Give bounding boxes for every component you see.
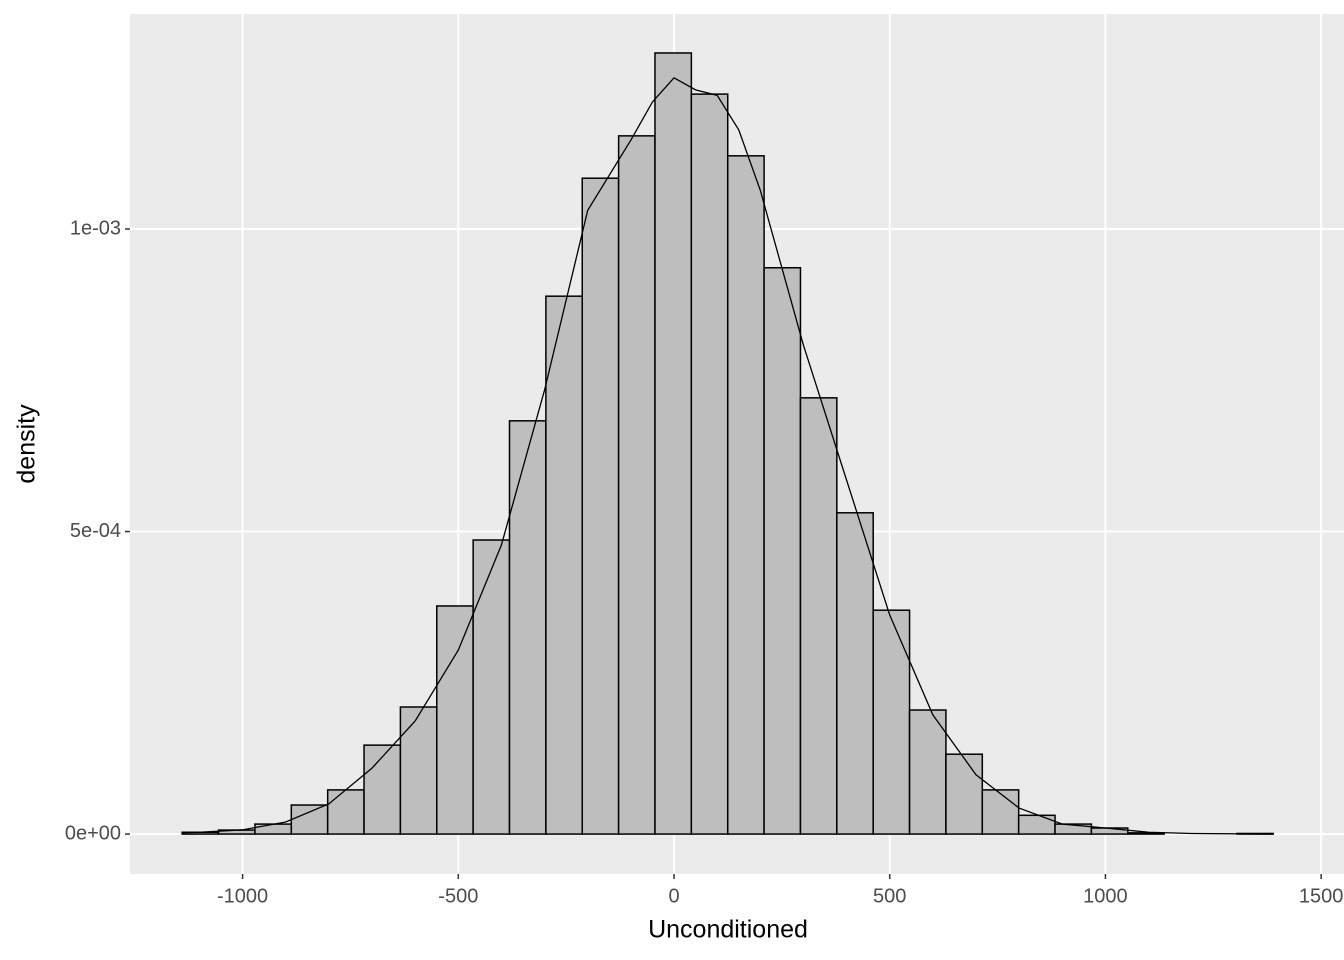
bar: [508, 420, 547, 835]
bar: [945, 753, 984, 835]
bar: [1017, 814, 1056, 835]
bar: [726, 155, 765, 835]
x-tick-label: 1000: [1083, 885, 1128, 907]
bar: [581, 177, 620, 835]
bar: [836, 512, 874, 835]
bar: [472, 539, 511, 835]
x-tick-label: 0: [668, 885, 679, 907]
bar: [617, 135, 656, 835]
bar: [290, 804, 329, 835]
bar: [326, 789, 365, 835]
y-axis-title: density: [13, 404, 41, 484]
y-tick-label: 1e-03: [70, 217, 121, 239]
bar: [981, 789, 1020, 835]
bar: [254, 823, 293, 835]
bar: [908, 709, 947, 835]
x-tick-label: 1500: [1299, 885, 1344, 907]
x-tick-label: -500: [438, 885, 478, 907]
bar: [654, 52, 693, 835]
bar: [763, 267, 802, 835]
bar: [1127, 832, 1165, 835]
bar: [363, 744, 402, 835]
y-tick-label: 5e-04: [70, 520, 121, 542]
bar: [872, 609, 911, 835]
x-tick-label: 500: [873, 885, 906, 907]
y-tick-label: 0e+00: [65, 822, 121, 844]
bar: [545, 295, 584, 835]
density-line: [182, 76, 1274, 835]
bar: [799, 397, 838, 835]
bar: [399, 706, 438, 835]
x-axis-title: Unconditioned: [648, 916, 808, 944]
bar: [690, 93, 729, 835]
x-tick-label: -1000: [217, 885, 268, 907]
bar: [436, 605, 474, 835]
